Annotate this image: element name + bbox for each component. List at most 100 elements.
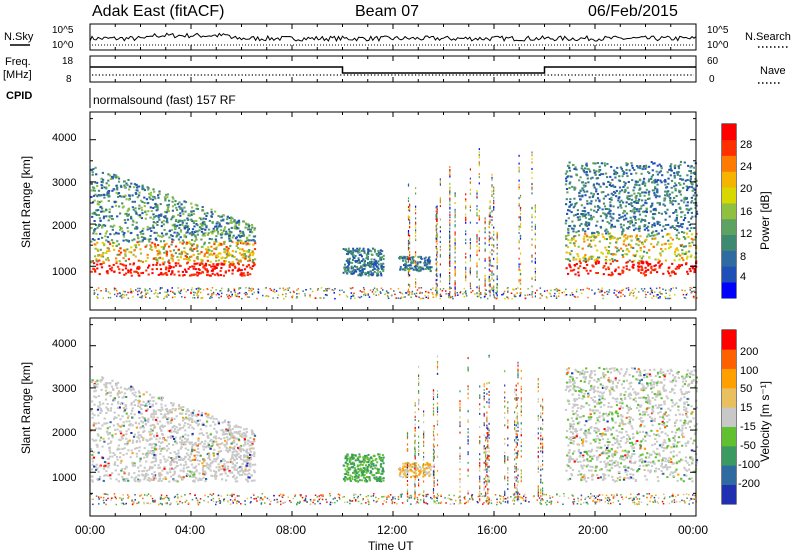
data-point	[179, 212, 181, 214]
data-point	[515, 288, 517, 290]
data-point	[633, 264, 635, 266]
data-point	[153, 416, 155, 418]
data-point	[99, 273, 101, 275]
data-point	[589, 243, 591, 245]
data-point	[596, 258, 598, 260]
data-point	[665, 260, 667, 262]
data-point	[141, 291, 143, 293]
data-point	[576, 253, 578, 255]
data-point	[436, 283, 437, 285]
data-point	[243, 435, 245, 437]
data-point	[519, 216, 520, 218]
data-point	[584, 207, 586, 209]
data-point	[178, 291, 180, 293]
data-point	[258, 292, 260, 294]
data-point	[420, 298, 422, 300]
data-point	[651, 181, 653, 183]
data-point	[246, 428, 248, 430]
data-point	[394, 294, 396, 296]
data-point	[142, 272, 144, 274]
data-point	[409, 235, 410, 237]
data-point	[622, 256, 624, 258]
data-point	[196, 245, 198, 247]
data-point	[650, 272, 652, 274]
data-point	[212, 287, 214, 289]
data-point	[677, 222, 679, 224]
data-point	[156, 239, 158, 241]
data-point	[644, 275, 646, 277]
data-point	[144, 205, 146, 207]
data-point	[246, 237, 248, 239]
data-point	[213, 418, 215, 420]
data-point	[690, 178, 692, 180]
data-point	[519, 266, 520, 268]
data-point	[119, 439, 121, 441]
data-point	[109, 450, 111, 452]
data-point	[646, 252, 648, 254]
data-point	[604, 292, 606, 294]
data-point	[683, 219, 685, 221]
data-point	[148, 193, 150, 195]
data-point	[656, 195, 658, 197]
data-point	[145, 218, 147, 220]
data-point	[186, 223, 188, 225]
data-point	[370, 250, 372, 252]
data-point	[666, 209, 668, 211]
data-point	[686, 228, 688, 230]
data-point	[211, 297, 213, 299]
data-point	[157, 423, 159, 425]
data-point	[586, 203, 588, 205]
data-point	[239, 296, 241, 298]
data-point	[226, 443, 228, 445]
data-point	[676, 268, 678, 270]
data-point	[674, 251, 676, 253]
data-point	[145, 403, 147, 405]
data-point	[150, 230, 152, 232]
data-point	[679, 259, 681, 261]
data-point	[678, 191, 680, 193]
data-point	[232, 255, 234, 257]
data-point	[176, 225, 178, 227]
data-point	[240, 426, 242, 428]
data-point	[651, 297, 653, 299]
data-point	[628, 226, 630, 228]
data-point	[178, 271, 180, 273]
data-point	[638, 184, 640, 186]
data-point	[654, 213, 656, 215]
data-point	[686, 189, 688, 191]
data-point	[128, 208, 130, 210]
data-point	[193, 428, 195, 430]
data-point	[638, 260, 640, 262]
data-point	[599, 166, 601, 168]
data-point	[429, 261, 431, 263]
data-point	[199, 460, 201, 462]
data-point	[356, 267, 358, 269]
data-point	[186, 439, 188, 441]
data-point	[493, 234, 494, 236]
data-point	[656, 191, 658, 193]
data-point	[125, 239, 127, 241]
data-point	[449, 277, 450, 279]
data-point	[490, 292, 491, 294]
data-point	[633, 186, 635, 188]
data-point	[108, 297, 110, 299]
data-point	[95, 439, 97, 441]
data-point	[606, 291, 608, 293]
data-point	[102, 172, 104, 174]
data-point	[367, 249, 369, 251]
data-point	[436, 227, 437, 229]
data-point	[409, 219, 410, 221]
data-point	[374, 251, 376, 253]
data-point	[577, 296, 579, 298]
data-point	[449, 171, 450, 173]
data-point	[658, 212, 660, 214]
data-point	[497, 244, 498, 246]
data-point	[443, 288, 445, 290]
data-point	[148, 274, 150, 276]
data-point	[668, 169, 670, 171]
data-point	[409, 254, 410, 256]
data-point	[326, 295, 328, 297]
data-point	[531, 238, 532, 240]
data-point	[428, 292, 430, 294]
data-point	[187, 449, 189, 451]
